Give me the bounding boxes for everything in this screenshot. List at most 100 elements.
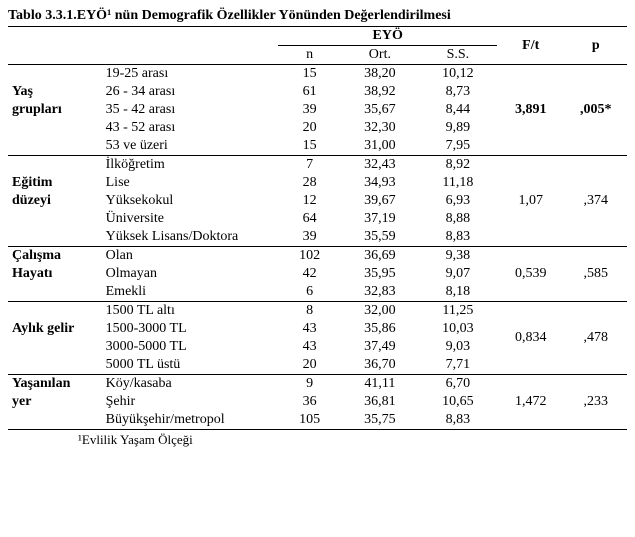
category-cell: 1500-3000 TL <box>102 320 279 338</box>
ss-cell: 7,95 <box>419 137 497 156</box>
table-row: YaşanılanKöy/kasaba941,116,701,472,233 <box>8 375 627 394</box>
n-cell: 64 <box>278 210 340 228</box>
p-cell: ,233 <box>565 375 627 430</box>
category-cell: 53 ve üzeri <box>102 137 279 156</box>
ss-cell: 11,18 <box>419 174 497 192</box>
n-cell: 36 <box>278 393 340 411</box>
category-cell: Olan <box>102 247 279 266</box>
table-footnote: ¹Evlilik Yaşam Ölçeği <box>8 432 627 448</box>
group-label-cell: Eğitim <box>8 174 102 192</box>
ort-cell: 32,30 <box>341 119 419 137</box>
header-blank <box>102 46 279 65</box>
group-label-cell: Aylık gelir <box>8 320 102 338</box>
group-label-cell: Yaş <box>8 83 102 101</box>
header-row-1: EYÖ F/t p <box>8 27 627 46</box>
n-cell: 8 <box>278 302 340 321</box>
table-row: ÇalışmaOlan10236,699,380,539,585 <box>8 247 627 266</box>
ss-cell: 8,73 <box>419 83 497 101</box>
ort-cell: 31,00 <box>341 137 419 156</box>
category-cell: Lise <box>102 174 279 192</box>
header-group: EYÖ <box>278 27 496 46</box>
ft-cell: 3,891 <box>497 65 565 156</box>
ort-cell: 36,70 <box>341 356 419 375</box>
n-cell: 102 <box>278 247 340 266</box>
ss-cell: 6,93 <box>419 192 497 210</box>
category-cell: 5000 TL üstü <box>102 356 279 375</box>
group-label-cell: grupları <box>8 101 102 119</box>
category-cell: Yüksekokul <box>102 192 279 210</box>
category-cell: 43 - 52 arası <box>102 119 279 137</box>
group-label-cell <box>8 411 102 430</box>
category-cell: Üniversite <box>102 210 279 228</box>
table-row: 1500 TL altı832,0011,250,834,478 <box>8 302 627 321</box>
n-cell: 7 <box>278 156 340 175</box>
stats-table: EYÖ F/t p n Ort. S.S. 19-25 arası1538,20… <box>8 26 627 430</box>
category-cell: Olmayan <box>102 265 279 283</box>
ss-cell: 9,89 <box>419 119 497 137</box>
group-label-cell <box>8 283 102 302</box>
category-cell: Köy/kasaba <box>102 375 279 394</box>
ft-cell: 0,539 <box>497 247 565 302</box>
ort-cell: 35,67 <box>341 101 419 119</box>
ss-cell: 8,83 <box>419 228 497 247</box>
ort-cell: 36,81 <box>341 393 419 411</box>
n-cell: 39 <box>278 101 340 119</box>
group-label-cell: Çalışma <box>8 247 102 266</box>
ort-cell: 36,69 <box>341 247 419 266</box>
ss-cell: 11,25 <box>419 302 497 321</box>
category-cell: İlköğretim <box>102 156 279 175</box>
ort-cell: 32,83 <box>341 283 419 302</box>
p-cell: ,585 <box>565 247 627 302</box>
ort-cell: 35,59 <box>341 228 419 247</box>
n-cell: 20 <box>278 356 340 375</box>
ss-cell: 8,44 <box>419 101 497 119</box>
group-label-cell: Yaşanılan <box>8 375 102 394</box>
table-body: 19-25 arası1538,2010,123,891,005*Yaş26 -… <box>8 65 627 430</box>
ss-cell: 8,83 <box>419 411 497 430</box>
category-cell: 3000-5000 TL <box>102 338 279 356</box>
ort-cell: 34,93 <box>341 174 419 192</box>
ort-cell: 37,49 <box>341 338 419 356</box>
p-cell: ,478 <box>565 302 627 375</box>
category-cell: 1500 TL altı <box>102 302 279 321</box>
n-cell: 43 <box>278 320 340 338</box>
ort-cell: 38,20 <box>341 65 419 84</box>
group-label-cell: düzeyi <box>8 192 102 210</box>
header-ft: F/t <box>497 27 565 65</box>
header-blank <box>102 27 279 46</box>
n-cell: 20 <box>278 119 340 137</box>
ss-cell: 6,70 <box>419 375 497 394</box>
group-label-cell <box>8 119 102 137</box>
ort-cell: 35,75 <box>341 411 419 430</box>
ort-cell: 41,11 <box>341 375 419 394</box>
group-label-cell: Hayatı <box>8 265 102 283</box>
ss-cell: 9,03 <box>419 338 497 356</box>
ort-cell: 39,67 <box>341 192 419 210</box>
n-cell: 43 <box>278 338 340 356</box>
category-cell: Şehir <box>102 393 279 411</box>
n-cell: 39 <box>278 228 340 247</box>
ort-cell: 32,43 <box>341 156 419 175</box>
group-label-cell <box>8 137 102 156</box>
ss-cell: 9,07 <box>419 265 497 283</box>
category-cell: Büyükşehir/metropol <box>102 411 279 430</box>
group-label-cell <box>8 210 102 228</box>
ss-cell: 8,92 <box>419 156 497 175</box>
group-label-cell <box>8 228 102 247</box>
ft-cell: 1,472 <box>497 375 565 430</box>
header-ss: S.S. <box>419 46 497 65</box>
n-cell: 105 <box>278 411 340 430</box>
group-label-cell: yer <box>8 393 102 411</box>
n-cell: 15 <box>278 65 340 84</box>
ort-cell: 35,86 <box>341 320 419 338</box>
ss-cell: 10,03 <box>419 320 497 338</box>
n-cell: 42 <box>278 265 340 283</box>
ort-cell: 38,92 <box>341 83 419 101</box>
ort-cell: 35,95 <box>341 265 419 283</box>
header-p: p <box>565 27 627 65</box>
p-cell: ,005* <box>565 65 627 156</box>
category-cell: 19-25 arası <box>102 65 279 84</box>
category-cell: Yüksek Lisans/Doktora <box>102 228 279 247</box>
ss-cell: 9,38 <box>419 247 497 266</box>
group-label-cell <box>8 356 102 375</box>
